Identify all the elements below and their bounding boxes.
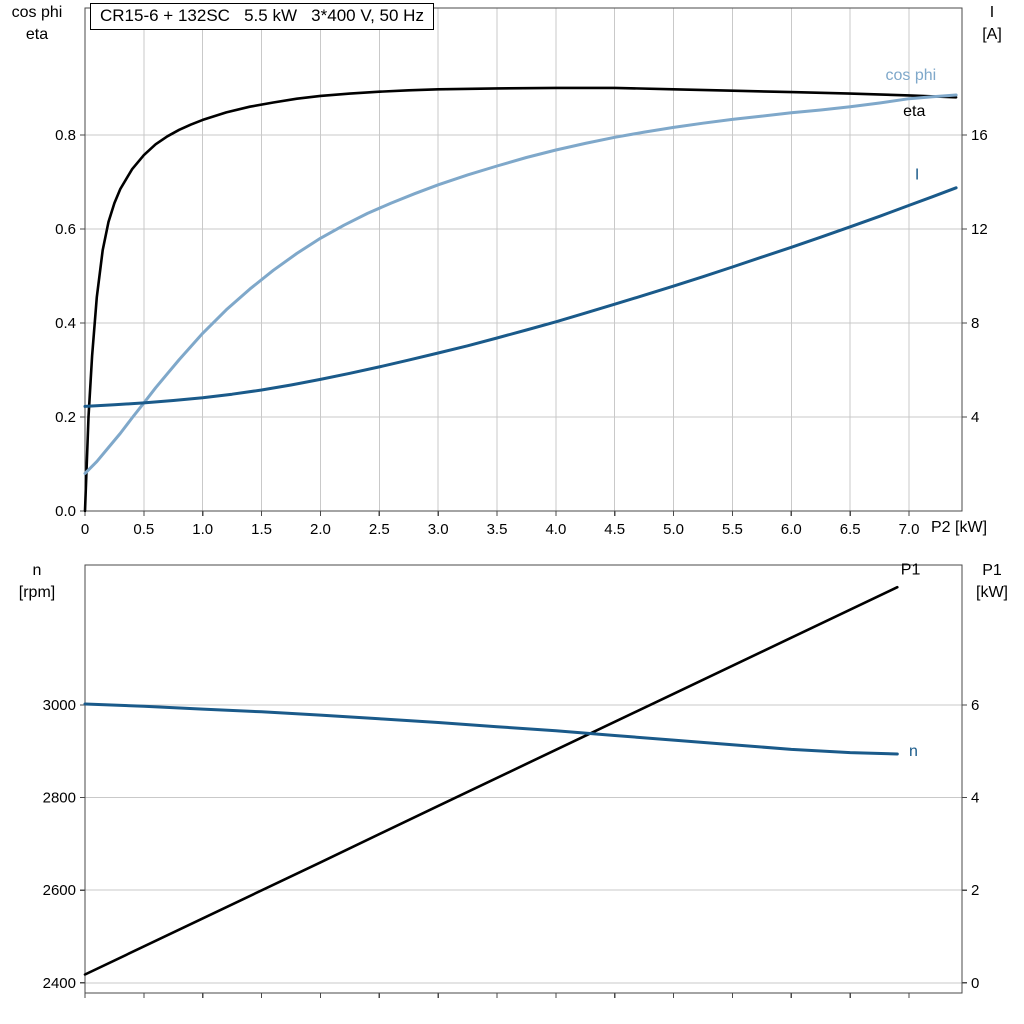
- kw-unit-label: [kW]: [976, 584, 1008, 601]
- right-axis-tick-label: 2: [971, 882, 979, 899]
- right-axis-tick-label: 6: [971, 697, 979, 714]
- left-axis-tick-label: 0.2: [55, 409, 76, 426]
- x-tick-label: 2.0: [310, 521, 331, 538]
- x-tick-label: 7.0: [899, 521, 920, 538]
- right-axis-tick-label: 0: [971, 975, 979, 992]
- right-axis-tick-label: 8: [971, 315, 979, 332]
- series-label-cos-phi: cos phi: [885, 67, 936, 84]
- cos-phi-axis-label: cos phi: [11, 4, 63, 21]
- x-tick-label: 6.0: [781, 521, 802, 538]
- top-chart-right-axis-title: I [A]: [966, 2, 1018, 46]
- x-tick-label: 2.5: [369, 521, 390, 538]
- bottom-chart-left-axis-title: n [rpm]: [2, 560, 72, 604]
- x-tick-label: 1.0: [192, 521, 213, 538]
- left-axis-tick-label: 0.0: [55, 503, 76, 520]
- x-tick-label: 3.0: [428, 521, 449, 538]
- right-axis-tick-label: 12: [971, 221, 988, 238]
- series-I: [83, 186, 958, 408]
- bottom-chart-right-axis-title: P1 [kW]: [966, 560, 1018, 604]
- p1-axis-label: P1: [982, 562, 1002, 579]
- left-axis-tick-label: 2400: [43, 975, 76, 992]
- eta-axis-label: eta: [25, 26, 49, 43]
- rpm-unit-label: [rpm]: [18, 584, 56, 601]
- x-tick-label: 0: [81, 521, 89, 538]
- series-P1: [83, 585, 899, 976]
- top-chart-left-axis-title: cos phi eta: [2, 2, 72, 46]
- left-axis-tick-label: 2600: [43, 882, 76, 899]
- x-tick-label: 4.0: [545, 521, 566, 538]
- chart-title-box: CR15-6 + 132SC 5.5 kW 3*400 V, 50 Hz: [90, 3, 434, 30]
- x-tick-label: 1.5: [251, 521, 272, 538]
- series-label-eta: eta: [903, 103, 925, 120]
- speed-axis-label: n: [32, 562, 42, 579]
- left-axis-tick-label: 0.8: [55, 127, 76, 144]
- x-axis-label: P2 [kW]: [931, 519, 988, 536]
- x-tick-label: 3.5: [487, 521, 508, 538]
- plot-border: [84, 564, 963, 994]
- bottom-chart: 2400 2600 2800 3000 0 2 4 6 P1 n: [43, 561, 979, 998]
- left-axis-tick-label: 2800: [43, 790, 76, 807]
- series-cos-phi: [83, 93, 958, 475]
- series-label-I: I: [915, 167, 919, 184]
- left-axis-tick-label: 3000: [43, 697, 76, 714]
- series-label-P1: P1: [901, 561, 921, 578]
- left-axis-tick-label: 0.6: [55, 221, 76, 238]
- series-eta: [83, 86, 958, 513]
- current-axis-label: I: [989, 4, 995, 21]
- right-axis-tick-label: 16: [971, 127, 988, 144]
- left-axis-tick-label: 0.4: [55, 315, 76, 332]
- right-axis-tick-label: 4: [971, 409, 979, 426]
- plot-border: [84, 7, 963, 512]
- x-tick-label: 5.5: [722, 521, 743, 538]
- x-tick-label: 4.5: [604, 521, 625, 538]
- series-label-n: n: [909, 743, 918, 760]
- x-tick-label: 5.0: [663, 521, 684, 538]
- series-n: [83, 702, 899, 756]
- top-chart: 0 0.5 1.0 1.5 2.0 2.5 3.0 3.5 4.0 4.5 5.0 5.5 6.0 6.5…: [55, 7, 988, 538]
- x-tick-label: 0.5: [133, 521, 154, 538]
- ampere-unit-label: [A]: [982, 26, 1002, 43]
- right-axis-tick-label: 4: [971, 790, 979, 807]
- x-tick-label: 6.5: [840, 521, 861, 538]
